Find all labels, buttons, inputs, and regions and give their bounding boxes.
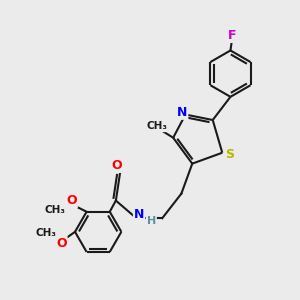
Text: CH₃: CH₃ bbox=[44, 206, 65, 215]
Text: O: O bbox=[56, 237, 67, 250]
Text: N: N bbox=[134, 208, 144, 221]
Text: CH₃: CH₃ bbox=[35, 228, 56, 238]
Text: N: N bbox=[177, 106, 188, 119]
Text: S: S bbox=[225, 148, 234, 160]
Text: CH₃: CH₃ bbox=[146, 121, 167, 131]
Text: O: O bbox=[66, 194, 77, 207]
Text: F: F bbox=[228, 29, 236, 42]
Text: H: H bbox=[147, 216, 156, 226]
Text: O: O bbox=[111, 159, 122, 172]
